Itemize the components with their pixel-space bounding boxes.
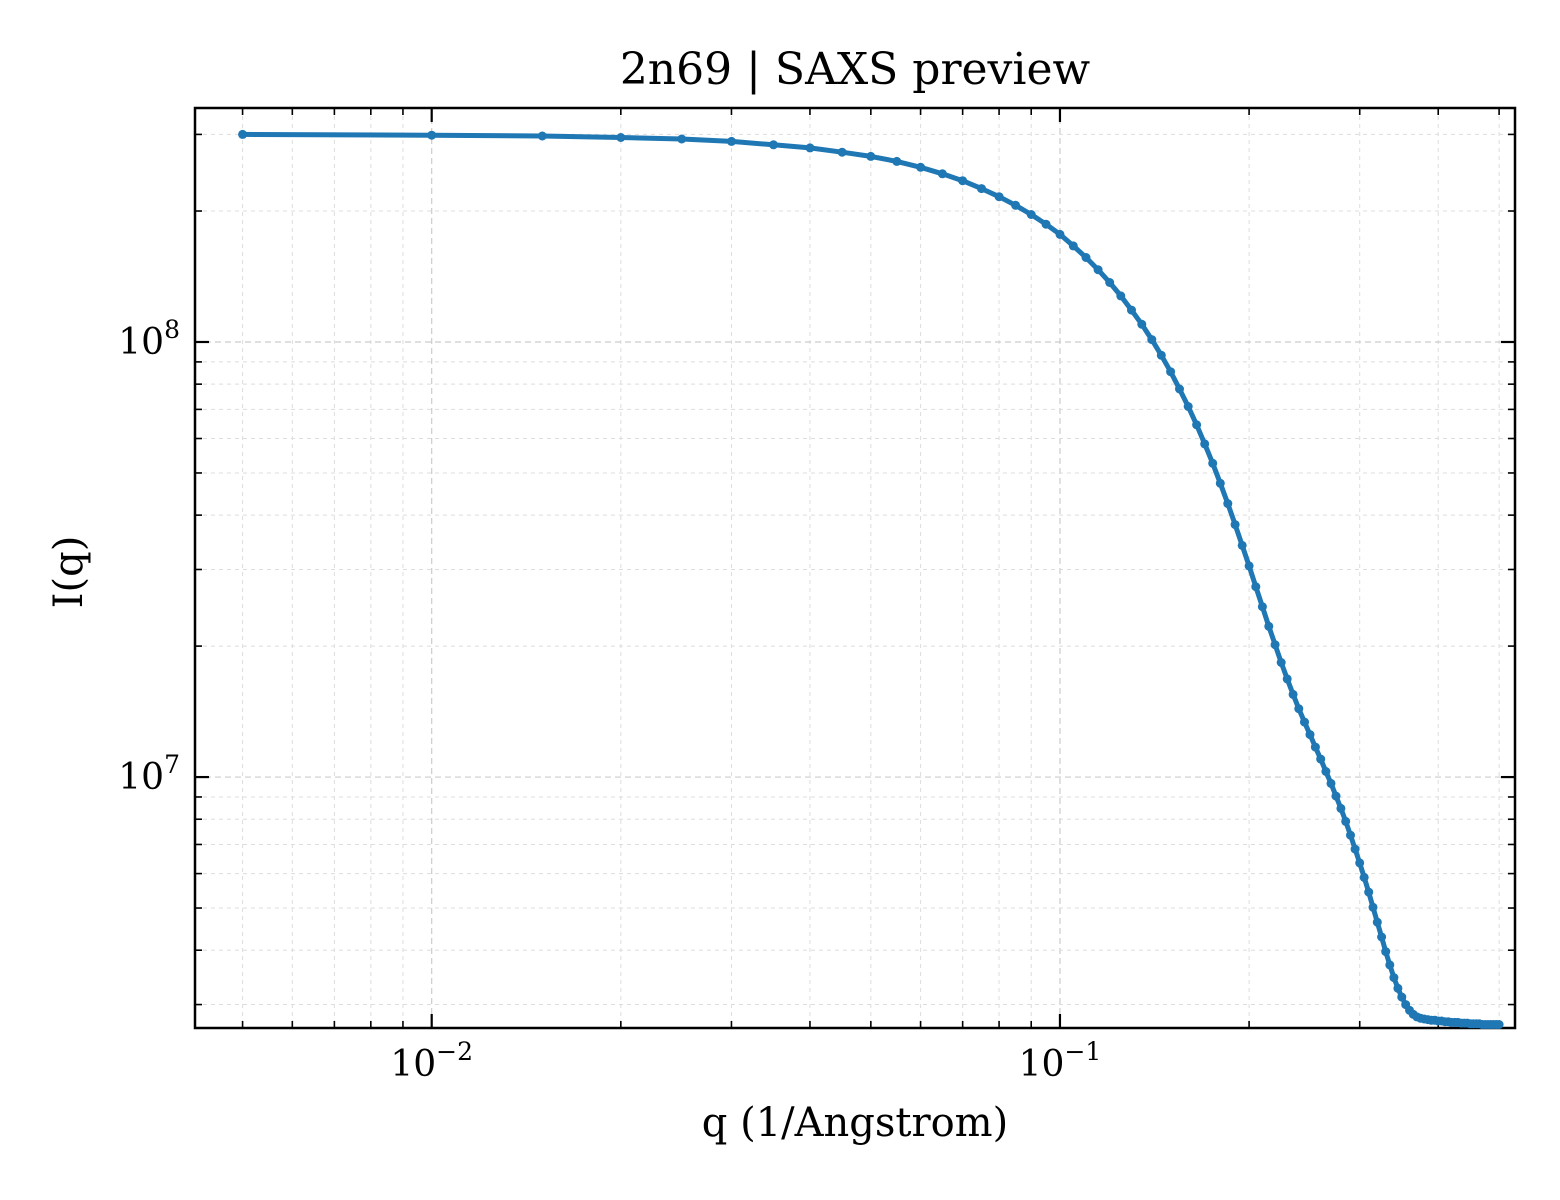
- data-point: [1368, 902, 1378, 912]
- data-point: [1310, 742, 1320, 752]
- data-point: [1237, 540, 1247, 550]
- data-point: [238, 129, 248, 139]
- data-point: [1389, 973, 1399, 983]
- y-axis-label: I(q): [46, 536, 92, 609]
- data-point: [1326, 778, 1336, 788]
- data-point: [1147, 335, 1157, 345]
- data-point: [1192, 420, 1202, 430]
- data-point: [1282, 674, 1292, 684]
- data-point: [994, 192, 1004, 202]
- data-point: [837, 147, 847, 157]
- intensity-series-line: [240, 131, 1502, 1027]
- data-point: [1270, 640, 1280, 650]
- data-point: [1350, 844, 1360, 854]
- data-point: [958, 176, 968, 186]
- data-point: [1385, 960, 1395, 970]
- data-point: [769, 140, 778, 150]
- data-point: [1223, 499, 1233, 509]
- data-point: [1116, 291, 1126, 301]
- y-tick-label: 108: [118, 315, 180, 363]
- chart-title: 2n69 | SAXS preview: [620, 44, 1091, 95]
- data-point: [1393, 983, 1403, 993]
- x-tick-label: 10−2: [390, 1037, 473, 1085]
- data-point: [805, 143, 815, 153]
- data-point: [1137, 319, 1147, 329]
- data-point: [1175, 384, 1184, 394]
- data-point: [916, 162, 926, 172]
- data-point: [1041, 219, 1051, 229]
- data-point: [727, 136, 736, 146]
- x-tick-label: 10−1: [1019, 1037, 1102, 1085]
- data-point: [977, 184, 986, 194]
- data-point: [1294, 704, 1304, 714]
- data-point: [1381, 947, 1391, 957]
- data-point: [1244, 561, 1254, 571]
- data-point: [1166, 367, 1176, 377]
- data-point: [1093, 265, 1103, 275]
- y-tick-labels: 107 108: [118, 315, 180, 798]
- x-tick-labels: 10−2 10−1: [390, 1037, 1101, 1085]
- data-point: [427, 130, 437, 140]
- data-point: [866, 151, 876, 161]
- data-point: [537, 131, 547, 141]
- data-point: [1364, 887, 1374, 897]
- axis-ticks: [195, 108, 1515, 1028]
- data-point: [1055, 229, 1065, 239]
- data-point: [1397, 992, 1407, 1002]
- data-point: [1068, 241, 1078, 251]
- y-tick-label: 107: [118, 750, 180, 798]
- x-axis-label: q (1/Angstrom): [702, 1100, 1008, 1146]
- data-point: [1200, 439, 1210, 449]
- data-point: [1355, 858, 1365, 868]
- data-point: [1257, 602, 1267, 612]
- data-point: [1264, 621, 1274, 631]
- data-point: [616, 133, 626, 142]
- data-point: [1300, 717, 1309, 727]
- data-point: [1081, 253, 1091, 262]
- data-point: [892, 156, 902, 166]
- data-point: [1276, 658, 1286, 667]
- data-point: [1105, 278, 1115, 287]
- data-point: [1377, 932, 1387, 942]
- plot-frame: [193, 106, 1517, 1030]
- data-point: [1230, 520, 1240, 530]
- data-point: [1251, 582, 1261, 592]
- data-point: [1127, 305, 1136, 315]
- data-point: [1026, 210, 1036, 219]
- data-point: [1011, 200, 1021, 210]
- data-point: [937, 169, 947, 179]
- intensity-series-points: [238, 129, 1504, 1029]
- data-point: [1183, 402, 1193, 411]
- data-point: [1316, 754, 1326, 764]
- data-point: [1346, 830, 1355, 840]
- grid-lines: [195, 108, 1515, 1028]
- data-point: [1494, 1020, 1504, 1029]
- data-point: [1215, 478, 1225, 488]
- data-point: [1336, 803, 1346, 813]
- data-point: [1372, 917, 1382, 927]
- data-point: [677, 134, 687, 144]
- data-point: [1331, 791, 1341, 801]
- data-point: [1341, 816, 1351, 826]
- data-point: [1305, 730, 1315, 740]
- data-point: [1321, 767, 1331, 776]
- data-point: [1156, 350, 1166, 360]
- data-point: [1359, 872, 1369, 882]
- data-point: [1288, 689, 1298, 699]
- data-point: [1208, 458, 1218, 468]
